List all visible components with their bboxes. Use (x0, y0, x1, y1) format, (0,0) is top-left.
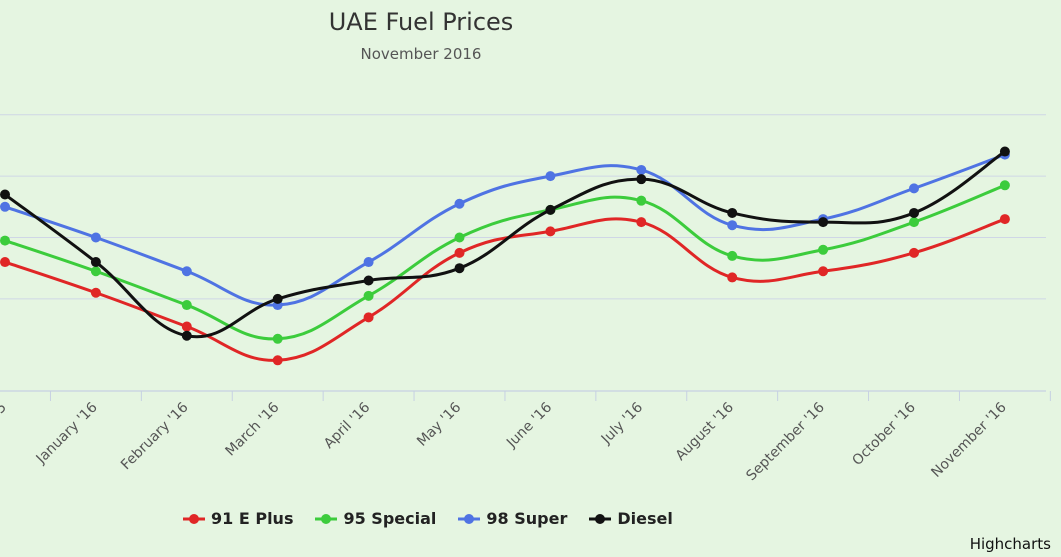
legend-marker (589, 513, 612, 524)
data-point-95-special (818, 244, 829, 255)
legend-marker (315, 513, 338, 524)
data-point-98-super (545, 171, 556, 182)
x-tick-label: July '16 (598, 399, 646, 447)
data-point-diesel (727, 207, 738, 218)
legend-marker (183, 513, 205, 524)
legend-marker (458, 513, 481, 524)
x-tick-label: December '15 (0, 400, 10, 481)
data-point-95-special (727, 250, 738, 261)
data-point-98-super (0, 201, 10, 212)
x-tick-label: March '16 (223, 399, 283, 459)
legend-label: 91 E Plus (211, 509, 294, 528)
legend-item-diesel[interactable]: Diesel (589, 509, 673, 528)
legend-item-91-e-plus[interactable]: 91 E Plus (183, 509, 293, 528)
data-point-95-special (909, 217, 919, 228)
x-tick-label: September '16 (743, 399, 828, 484)
data-point-98-super (181, 266, 192, 277)
data-point-91-e-plus (545, 226, 556, 237)
data-point-diesel (999, 146, 1010, 157)
x-tick-label: January '16 (33, 399, 101, 467)
data-point-91-e-plus (909, 247, 919, 258)
data-point-diesel (545, 204, 556, 215)
data-point-diesel (90, 257, 101, 268)
x-tick-label: August '16 (673, 399, 737, 463)
data-point-diesel (181, 330, 192, 341)
x-tick-label: October '16 (849, 399, 918, 468)
x-tick-label: April '16 (321, 399, 373, 451)
data-point-diesel (909, 207, 919, 218)
data-point-91-e-plus (0, 257, 10, 268)
data-point-diesel (363, 275, 374, 286)
legend: 91 E Plus 95 Special 98 Super Diesel (183, 509, 673, 528)
data-point-98-super (363, 257, 374, 268)
data-point-95-special (272, 333, 283, 344)
x-tick-label: November '16 (928, 399, 1009, 480)
data-point-95-special (90, 266, 101, 277)
data-point-95-special (181, 300, 192, 311)
legend-item-98-super[interactable]: 98 Super (458, 509, 567, 528)
data-point-95-special (454, 232, 465, 243)
legend-item-95-special[interactable]: 95 Special (315, 509, 436, 528)
legend-label: 98 Super (486, 509, 568, 528)
data-point-diesel (454, 263, 465, 274)
x-tick-label: June '16 (503, 399, 555, 451)
legend-label: 95 Special (343, 509, 437, 528)
chart-subtitle: November 2016 (360, 45, 482, 63)
data-point-98-super (909, 183, 919, 194)
data-point-95-special (999, 180, 1010, 191)
credits-link[interactable]: Highcharts (969, 535, 1051, 553)
data-point-98-super (636, 164, 647, 175)
x-tick-label: May '16 (414, 399, 464, 449)
data-point-98-super (727, 220, 738, 231)
data-point-91-e-plus (727, 272, 738, 283)
data-point-91-e-plus (181, 321, 192, 332)
data-point-91-e-plus (454, 247, 465, 258)
data-point-diesel (818, 217, 829, 228)
data-point-91-e-plus (363, 312, 374, 323)
data-point-diesel (272, 293, 283, 304)
x-tick-label: February '16 (118, 399, 192, 473)
data-point-98-super (454, 198, 465, 209)
data-point-95-special (636, 195, 647, 206)
data-point-91-e-plus (90, 287, 101, 298)
data-point-91-e-plus (636, 217, 647, 228)
series-line-98-super (4, 153, 1006, 307)
data-point-diesel (0, 189, 10, 200)
data-point-98-super (90, 232, 101, 243)
data-point-91-e-plus (999, 214, 1010, 225)
data-point-91-e-plus (818, 266, 829, 277)
legend-label: Diesel (617, 509, 673, 528)
chart-title: UAE Fuel Prices (328, 8, 514, 36)
data-point-95-special (0, 235, 10, 246)
data-point-95-special (363, 290, 374, 301)
series-line-diesel (4, 150, 1006, 339)
data-point-91-e-plus (272, 355, 283, 366)
data-point-diesel (636, 174, 647, 185)
